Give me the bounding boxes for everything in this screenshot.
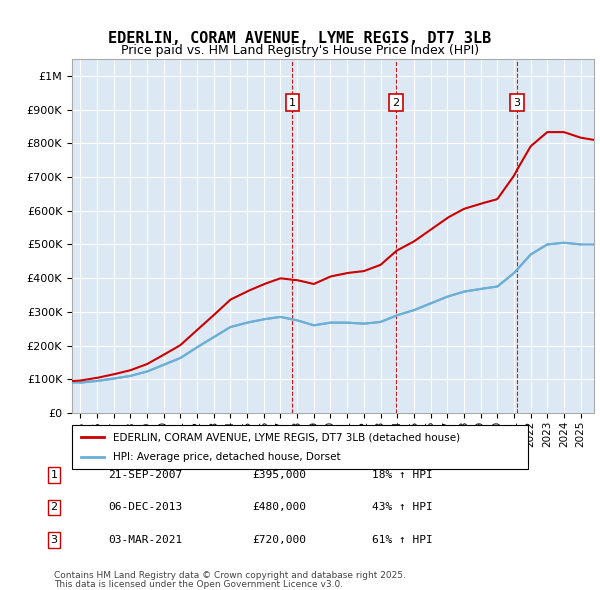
Text: EDERLIN, CORAM AVENUE, LYME REGIS, DT7 3LB (detached house): EDERLIN, CORAM AVENUE, LYME REGIS, DT7 3…: [113, 432, 460, 442]
Text: 3: 3: [513, 98, 520, 108]
Text: HPI: Average price, detached house, Dorset: HPI: Average price, detached house, Dors…: [113, 452, 341, 461]
Text: 61% ↑ HPI: 61% ↑ HPI: [372, 535, 433, 545]
Text: 18% ↑ HPI: 18% ↑ HPI: [372, 470, 433, 480]
Text: 06-DEC-2013: 06-DEC-2013: [108, 503, 182, 512]
Text: 1: 1: [50, 470, 58, 480]
Text: Contains HM Land Registry data © Crown copyright and database right 2025.: Contains HM Land Registry data © Crown c…: [54, 571, 406, 580]
Text: £480,000: £480,000: [252, 503, 306, 512]
Text: EDERLIN, CORAM AVENUE, LYME REGIS, DT7 3LB: EDERLIN, CORAM AVENUE, LYME REGIS, DT7 3…: [109, 31, 491, 46]
Text: 21-SEP-2007: 21-SEP-2007: [108, 470, 182, 480]
Text: £720,000: £720,000: [252, 535, 306, 545]
Text: £395,000: £395,000: [252, 470, 306, 480]
Text: 1: 1: [289, 98, 296, 108]
Text: 3: 3: [50, 535, 58, 545]
Text: Price paid vs. HM Land Registry's House Price Index (HPI): Price paid vs. HM Land Registry's House …: [121, 44, 479, 57]
FancyBboxPatch shape: [72, 425, 528, 469]
Text: 2: 2: [50, 503, 58, 512]
Text: This data is licensed under the Open Government Licence v3.0.: This data is licensed under the Open Gov…: [54, 579, 343, 589]
Text: 2: 2: [392, 98, 400, 108]
Text: 43% ↑ HPI: 43% ↑ HPI: [372, 503, 433, 512]
Text: 03-MAR-2021: 03-MAR-2021: [108, 535, 182, 545]
